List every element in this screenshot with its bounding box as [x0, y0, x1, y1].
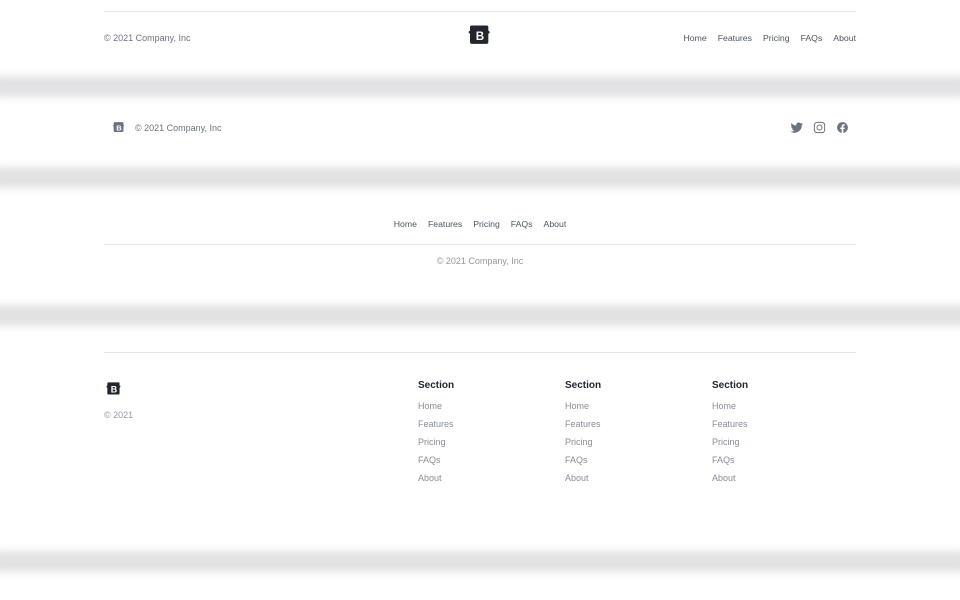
svg-text:B: B: [111, 384, 117, 394]
svg-text:B: B: [116, 123, 122, 132]
svg-text:B: B: [476, 30, 484, 43]
